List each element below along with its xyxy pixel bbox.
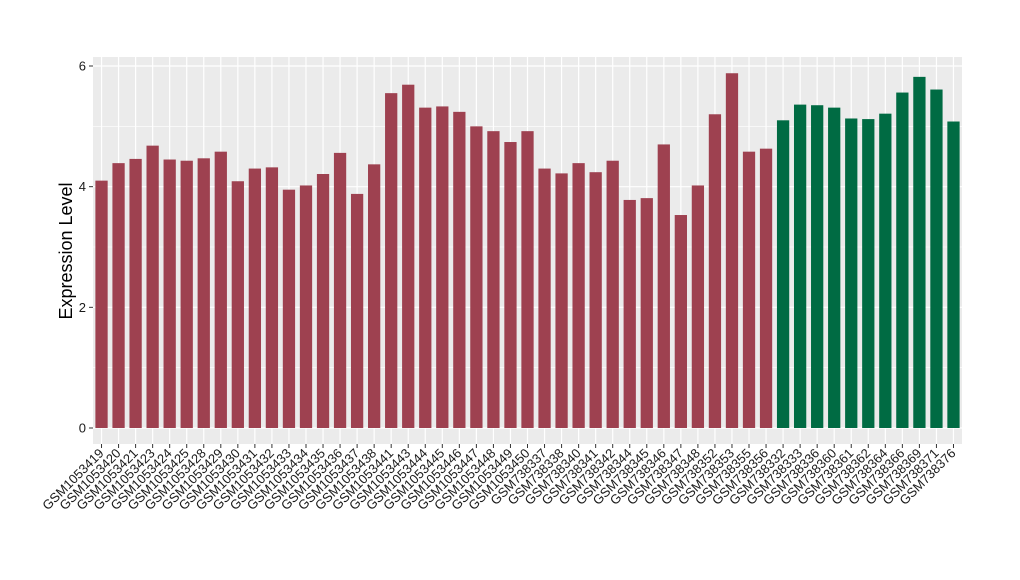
bar xyxy=(521,131,534,428)
y-axis: 0 2 4 6 xyxy=(79,59,93,436)
bar xyxy=(589,172,602,428)
bar xyxy=(742,151,756,429)
bar xyxy=(759,148,773,428)
bar xyxy=(640,198,653,428)
bar xyxy=(146,145,159,428)
bar xyxy=(572,163,585,428)
bar xyxy=(470,126,483,428)
bar xyxy=(793,104,807,429)
bar xyxy=(896,92,909,429)
bar xyxy=(231,181,244,428)
bar xyxy=(333,152,347,428)
y-axis-title: Expression Level xyxy=(56,182,76,319)
bar xyxy=(913,76,926,429)
bar xyxy=(197,158,210,428)
bar xyxy=(436,106,449,429)
bar xyxy=(163,159,176,428)
y-tick-label: 4 xyxy=(79,179,86,194)
bar xyxy=(112,163,125,428)
bar xyxy=(538,168,551,428)
bar xyxy=(385,93,398,429)
bar xyxy=(708,114,722,429)
bar xyxy=(691,185,705,428)
y-tick-label: 6 xyxy=(79,59,86,74)
y-tick-label: 0 xyxy=(79,421,86,436)
bar xyxy=(368,164,381,428)
bar xyxy=(555,173,568,428)
bar xyxy=(504,142,517,428)
bar xyxy=(674,215,687,428)
bar xyxy=(776,120,790,429)
bar xyxy=(129,158,142,428)
bar xyxy=(214,151,227,429)
bar xyxy=(930,89,943,428)
bar xyxy=(845,118,858,429)
bar xyxy=(828,107,841,428)
bar xyxy=(879,113,892,428)
bar xyxy=(316,174,330,428)
bar xyxy=(419,107,432,428)
bar xyxy=(180,160,193,428)
x-axis: GSM1053419GSM1053420GSM1053421GSM1053423… xyxy=(39,444,959,513)
bar xyxy=(487,131,500,428)
bar xyxy=(402,84,415,428)
y-tick-label: 2 xyxy=(79,300,86,315)
bar xyxy=(282,189,296,428)
bar xyxy=(862,119,875,428)
bar xyxy=(95,180,108,428)
bar xyxy=(350,193,364,428)
bar xyxy=(657,144,670,428)
bar xyxy=(947,121,960,428)
bar xyxy=(265,167,279,429)
bar xyxy=(453,111,466,428)
bar xyxy=(606,160,619,428)
bar xyxy=(299,185,313,428)
bar xyxy=(811,105,824,428)
bars xyxy=(95,73,960,429)
bar xyxy=(623,199,636,428)
bar xyxy=(725,73,739,429)
bar xyxy=(248,168,262,428)
